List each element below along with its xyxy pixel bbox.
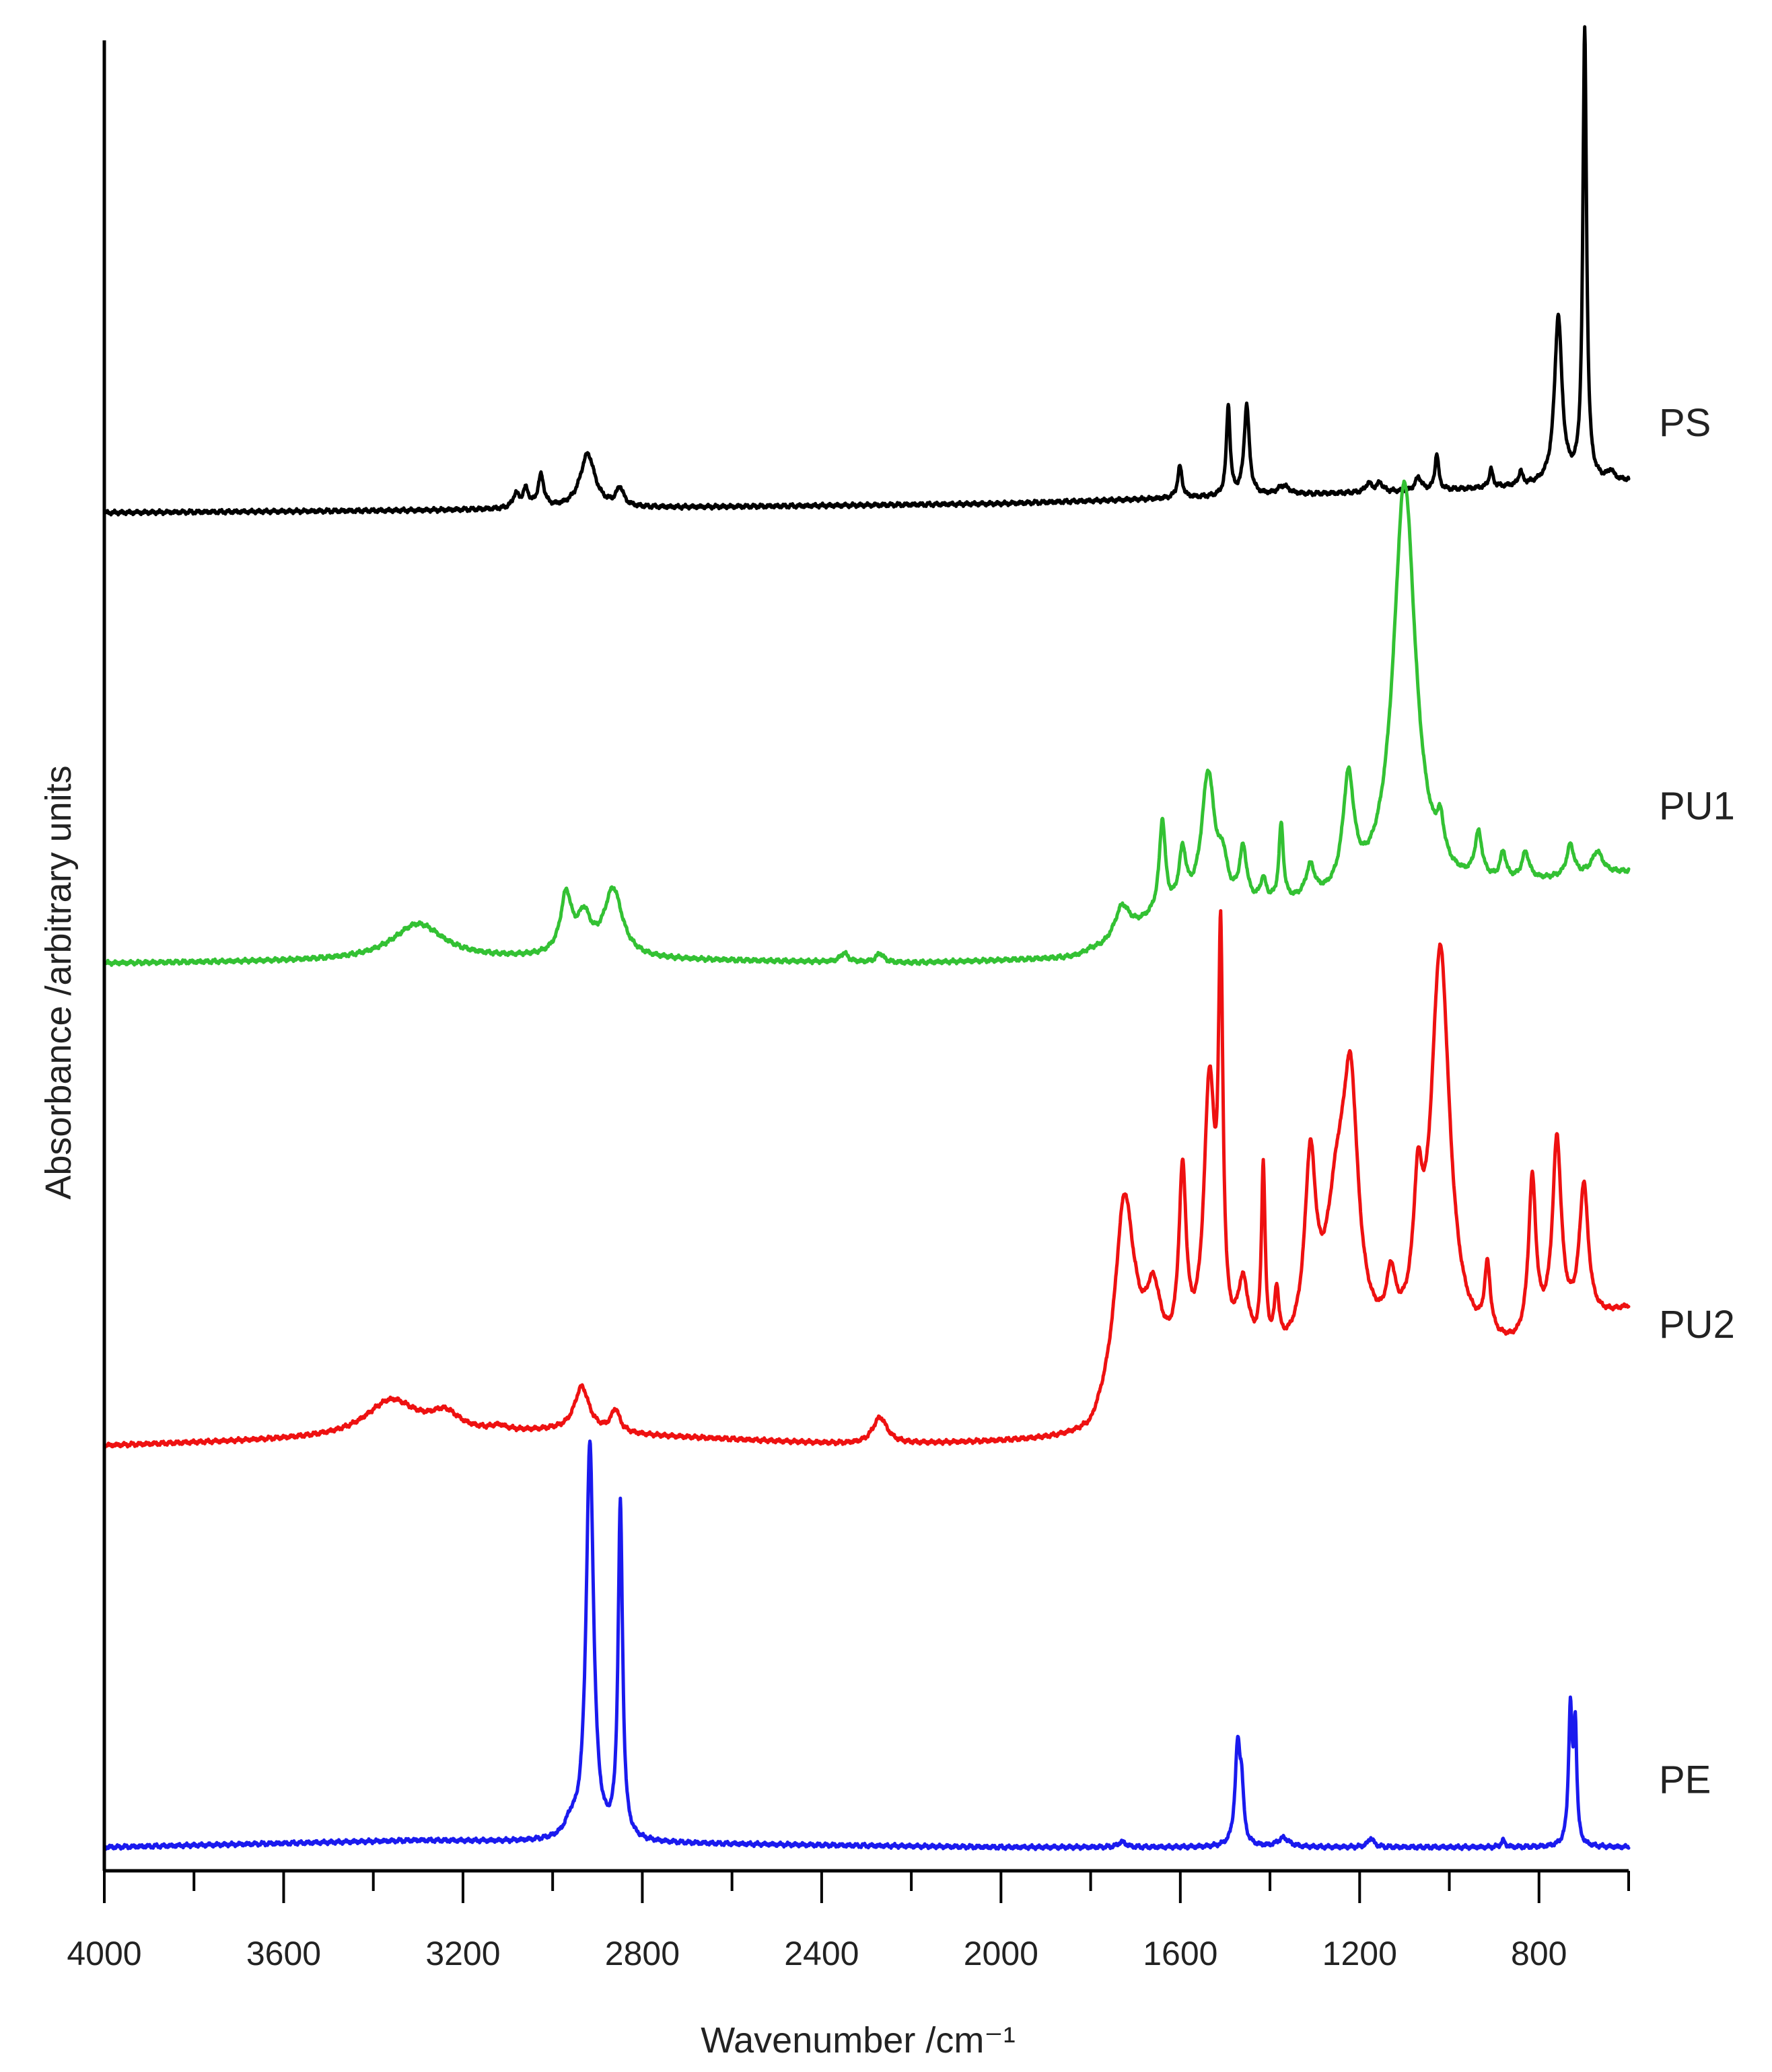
x-tick-label: 1200 [1322,1935,1397,1972]
x-axis-ticks [103,1871,1630,1903]
x-tick-label: 2800 [605,1935,680,1972]
series-label-ps: PS [1659,401,1711,445]
x-tick-label: 3200 [425,1935,500,1972]
x-axis-title: Wavenumber /cm⁻¹ [701,2020,1016,2061]
plot-area: PS PU1 PU2 PE [102,25,1735,1851]
x-tick-label: 3600 [246,1935,321,1972]
spectrum-ps [102,25,1631,517]
y-axis-title: Absorbance /arbitrary units [38,765,79,1199]
x-axis-tick-labels: 4000 3600 3200 2800 2400 2000 1600 1200 800 [67,1935,1567,1972]
series-label-pu1: PU1 [1659,784,1735,828]
spectrum-pu2 [102,909,1631,1450]
spectrum-pe [102,1439,1631,1851]
x-tick-label: 1600 [1143,1935,1217,1972]
x-tick-label: 2000 [964,1935,1038,1972]
x-tick-label: 800 [1511,1935,1567,1972]
spectra-group [102,25,1631,1851]
x-tick-label: 4000 [67,1935,141,1972]
x-tick-label: 2400 [784,1935,859,1972]
series-labels-group: PS PU1 PU2 PE [1659,401,1735,1802]
spectrum-pu1 [102,479,1631,968]
series-label-pu2: PU2 [1659,1303,1735,1347]
series-label-pe: PE [1659,1758,1711,1802]
